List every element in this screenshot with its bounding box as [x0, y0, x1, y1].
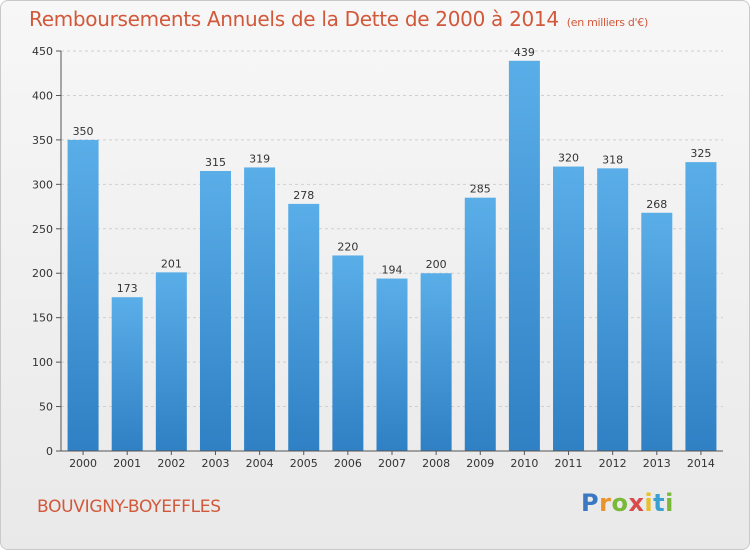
chart-title: Remboursements Annuels de la Dette de 20…: [29, 7, 559, 31]
bar: [553, 166, 585, 452]
y-axis: 0 50 100 150 200 250 300 350 400 450: [32, 45, 62, 458]
bar: [67, 139, 99, 451]
bar: [199, 171, 231, 451]
y-tick-label: 400: [32, 89, 53, 102]
x-axis: 2000 2001 2002 2003 2004 2005 2006 2007 2008 2009…: [61, 450, 723, 470]
data-label: 439: [514, 46, 535, 59]
y-tick-label: 50: [39, 401, 53, 414]
x-tick-label: 2000: [69, 457, 97, 470]
bar: [376, 278, 408, 451]
x-tick-label: 2003: [201, 457, 229, 470]
bar: [508, 60, 540, 452]
chart-subtitle: (en milliers d'€): [566, 16, 648, 29]
logo-letter: o: [611, 489, 629, 517]
data-label: 325: [690, 147, 711, 160]
chart-title-block: Remboursements Annuels de la Dette de 20…: [29, 7, 648, 31]
bar: [155, 272, 187, 451]
data-label: 319: [249, 152, 270, 165]
bar: [464, 197, 496, 451]
bar: [420, 273, 452, 451]
bar: [597, 168, 629, 452]
x-tick-label: 2005: [290, 457, 318, 470]
data-label: 278: [293, 189, 314, 202]
y-tick-label: 450: [32, 45, 53, 58]
logo-letter: P: [581, 489, 600, 517]
data-label: 318: [602, 153, 623, 166]
logo-letter: i: [644, 489, 654, 517]
logo-letter: x: [628, 489, 645, 517]
x-tick-label: 2008: [422, 457, 450, 470]
x-tick-label: 2011: [555, 457, 583, 470]
x-tick-label: 2004: [246, 457, 274, 470]
y-tick-label: 300: [32, 178, 53, 191]
data-label: 173: [117, 282, 138, 295]
data-label: 320: [558, 152, 579, 165]
x-tick-label: 2012: [599, 457, 627, 470]
data-label: 285: [470, 183, 491, 196]
x-tick-label: 2007: [378, 457, 406, 470]
data-label: 220: [337, 240, 358, 253]
data-label: 201: [161, 257, 182, 270]
data-label: 194: [382, 264, 403, 277]
x-tick-label: 2013: [643, 457, 671, 470]
y-tick-label: 200: [32, 267, 53, 280]
proxiti-logo: Proxiti: [581, 489, 674, 517]
commune-name: BOUVIGNY-BOYEFFLES: [37, 497, 221, 517]
bar: [685, 162, 717, 451]
x-tick-label: 2006: [334, 457, 362, 470]
logo-letter: t: [653, 489, 666, 517]
y-tick-label: 0: [46, 445, 53, 458]
bar: [244, 167, 276, 451]
x-tick-label: 2014: [687, 457, 715, 470]
data-label: 200: [426, 258, 447, 271]
logo-letter: i: [665, 489, 674, 517]
y-tick-label: 100: [32, 356, 53, 369]
data-label: 350: [73, 125, 94, 138]
y-tick-label: 350: [32, 134, 53, 147]
bar: [288, 203, 320, 451]
data-label: 315: [205, 156, 226, 169]
y-tick-label: 250: [32, 223, 53, 236]
bars: 350 173 201 315 319 278 220 194 200 285 439 320 318 2…: [67, 46, 717, 452]
data-label: 268: [646, 198, 667, 211]
x-tick-label: 2009: [466, 457, 494, 470]
x-tick-label: 2001: [113, 457, 141, 470]
y-tick-label: 150: [32, 312, 53, 325]
x-tick-label: 2010: [510, 457, 538, 470]
bar: [332, 255, 364, 451]
bar: [641, 212, 673, 451]
logo-letter: r: [599, 489, 612, 517]
bar: [111, 297, 143, 451]
x-tick-label: 2002: [157, 457, 185, 470]
